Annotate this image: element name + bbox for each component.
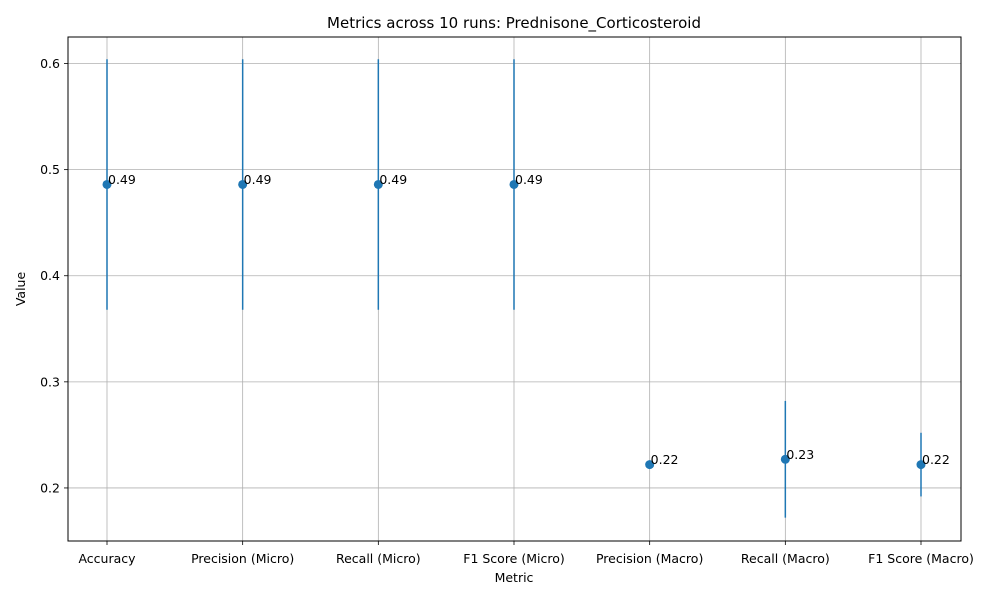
data-label: 0.49 (379, 172, 407, 187)
data-label: 0.49 (108, 172, 136, 187)
data-label: 0.49 (244, 172, 272, 187)
y-axis-label: Value (13, 272, 28, 307)
x-tick-label: F1 Score (Macro) (868, 551, 974, 566)
chart-title: Metrics across 10 runs: Prednisone_Corti… (327, 14, 701, 33)
x-tick-label: Recall (Macro) (741, 551, 830, 566)
x-tick-label: Accuracy (78, 551, 136, 566)
x-tick-label: Recall (Micro) (336, 551, 421, 566)
plot-frame (67, 36, 962, 542)
data-labels: 0.49 0.49 0.49 0.49 0.22 0.23 0.22 (108, 172, 950, 467)
data-label: 0.22 (922, 452, 950, 467)
data-point (916, 460, 926, 470)
y-tick-label: 0.3 (40, 374, 60, 389)
data-point (780, 454, 790, 464)
y-tick-label: 0.5 (40, 162, 60, 177)
data-point (238, 179, 248, 189)
y-axis-ticks: 0.2 0.3 0.4 0.5 0.6 (40, 56, 68, 495)
data-point (102, 179, 112, 189)
x-tick-label: Precision (Micro) (191, 551, 294, 566)
data-label: 0.49 (515, 172, 543, 187)
data-label: 0.23 (786, 447, 814, 462)
data-label: 0.22 (651, 452, 679, 467)
data-points (102, 179, 926, 470)
data-point (509, 179, 519, 189)
y-tick-label: 0.6 (40, 56, 60, 71)
y-tick-label: 0.4 (40, 268, 60, 283)
y-tick-label: 0.2 (40, 480, 60, 495)
data-point (645, 460, 655, 470)
x-tick-label: Precision (Macro) (596, 551, 703, 566)
x-axis-label: Metric (495, 570, 534, 585)
x-tick-label: F1 Score (Micro) (463, 551, 565, 566)
data-point (373, 179, 383, 189)
x-axis-ticks: Accuracy Precision (Micro) Recall (Micro) F… (78, 541, 974, 566)
